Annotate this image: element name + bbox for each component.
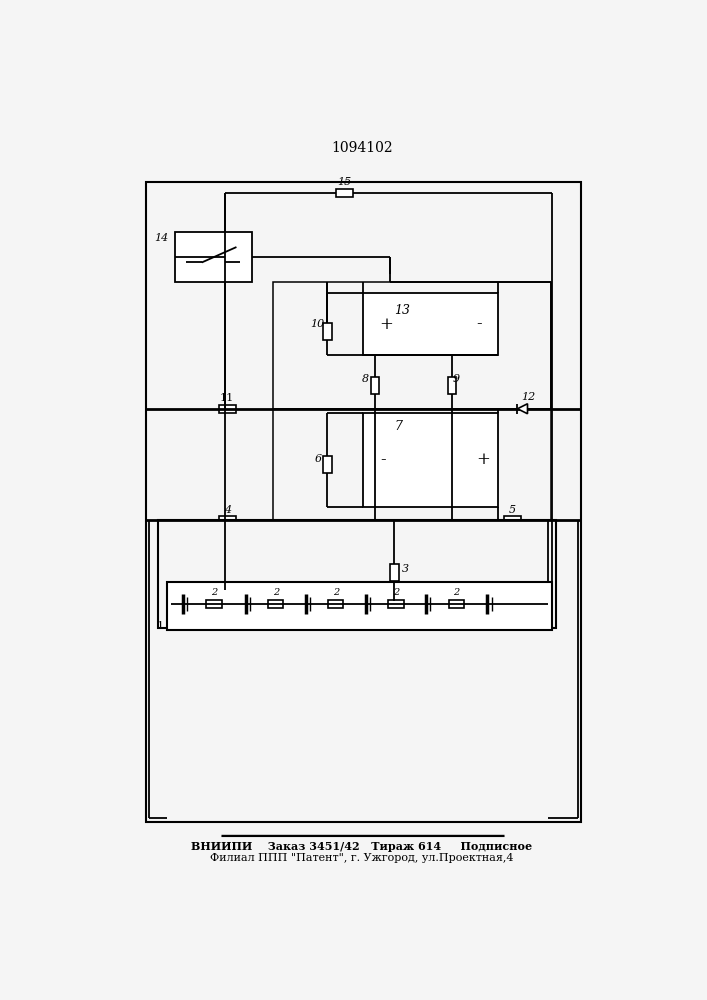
Text: 12: 12 (521, 392, 535, 402)
Text: 11: 11 (220, 393, 234, 403)
Text: +: + (476, 451, 490, 468)
Bar (448, 377, 456, 394)
Text: 1: 1 (156, 621, 163, 631)
Bar (274, 282, 551, 409)
Bar (336, 189, 353, 197)
Bar (363, 413, 498, 507)
Text: ВНИИПИ    Заказ 3451/42   Тираж 614     Подписное: ВНИИПИ Заказ 3451/42 Тираж 614 Подписное (192, 841, 532, 852)
Text: 2: 2 (211, 588, 217, 597)
Text: Филиал ППП "Патент", г. Ужгород, ул.Проектная,4: Филиал ППП "Патент", г. Ужгород, ул.Прое… (210, 853, 514, 863)
Bar (146, 182, 581, 822)
Text: -: - (477, 316, 481, 333)
Text: 1094102: 1094102 (331, 141, 393, 155)
Text: 9: 9 (452, 374, 460, 384)
Text: 8: 8 (361, 374, 368, 384)
Bar (449, 600, 464, 608)
Bar (323, 456, 332, 473)
Text: 2: 2 (453, 588, 460, 597)
Text: 2: 2 (333, 588, 339, 597)
Text: 6: 6 (315, 454, 322, 464)
Text: 13: 13 (394, 304, 410, 317)
Text: 15: 15 (337, 177, 351, 187)
Text: 10: 10 (310, 319, 325, 329)
Bar (503, 516, 520, 525)
Text: 7: 7 (394, 420, 402, 433)
Bar (274, 409, 551, 520)
Bar (328, 600, 344, 608)
Bar (370, 377, 379, 394)
Text: 2: 2 (273, 588, 279, 597)
Bar (323, 323, 332, 340)
Bar (158, 520, 556, 628)
Bar (218, 516, 235, 525)
Text: 5: 5 (508, 505, 515, 515)
Bar (363, 293, 498, 355)
Text: 2: 2 (392, 588, 399, 597)
Text: 14: 14 (154, 233, 169, 243)
Text: 4: 4 (223, 505, 230, 515)
Bar (390, 564, 399, 581)
Bar (167, 582, 552, 630)
Bar (206, 600, 222, 608)
Text: -: - (380, 451, 385, 468)
Bar (268, 600, 284, 608)
Bar (175, 232, 252, 282)
Polygon shape (518, 404, 527, 414)
Bar (218, 405, 235, 413)
Text: 3: 3 (402, 564, 409, 574)
Bar (388, 600, 404, 608)
Text: +: + (380, 316, 394, 333)
